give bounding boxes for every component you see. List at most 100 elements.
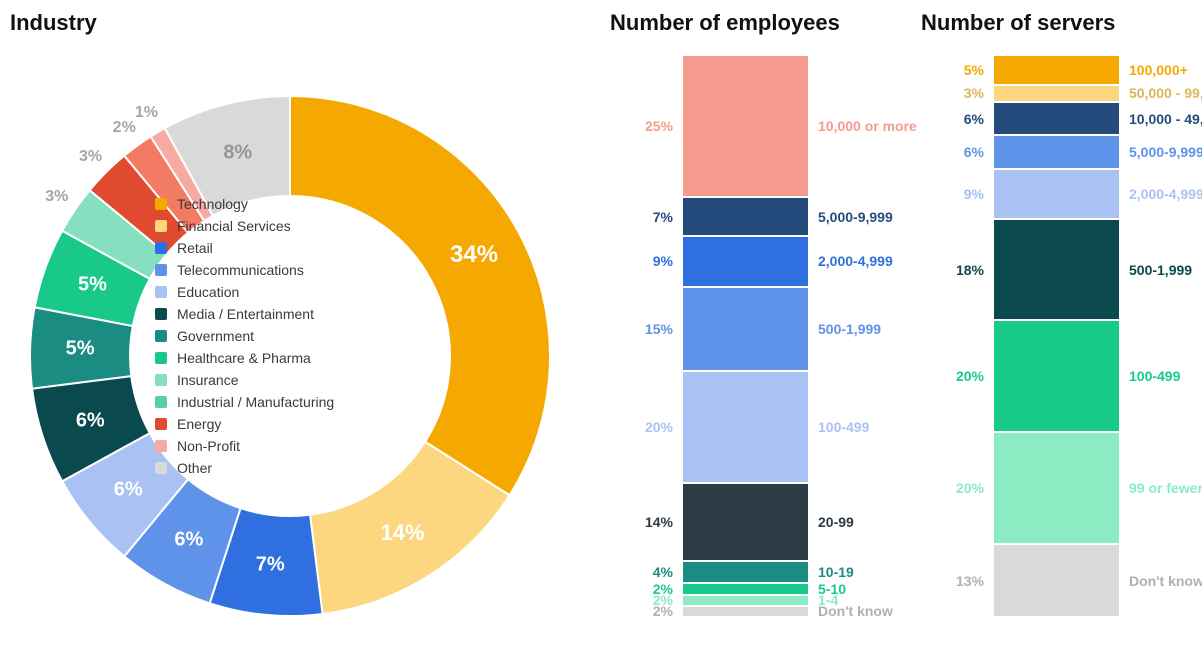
- stack-segment: 3%50,000 - 99,000: [994, 84, 1119, 101]
- legend-item: Non-Profit: [155, 435, 425, 457]
- legend-label: Financial Services: [177, 218, 291, 234]
- stack-segment-label: 2,000-4,999: [1119, 186, 1202, 202]
- legend-swatch: [155, 418, 167, 430]
- legend-swatch: [155, 352, 167, 364]
- legend-item: Energy: [155, 413, 425, 435]
- stack-segment-pct: 9%: [653, 253, 683, 269]
- legend-swatch: [155, 198, 167, 210]
- legend-item: Industrial / Manufacturing: [155, 391, 425, 413]
- stack-segment: 4%10-19: [683, 560, 808, 582]
- servers-title: Number of servers: [921, 10, 1192, 36]
- stack-segment-label: 500-1,999: [1119, 262, 1192, 278]
- stack-segment: 5%100,000+: [994, 56, 1119, 84]
- stack-segment: 20%100-499: [683, 370, 808, 482]
- stack-segment-label: Don't know: [808, 603, 893, 619]
- legend-label: Non-Profit: [177, 438, 240, 454]
- stack-segment-pct: 7%: [653, 209, 683, 225]
- stack-segment-pct: 3%: [964, 85, 994, 101]
- stack-segment: 20%100-499: [994, 319, 1119, 431]
- stack-segment: 15%500-1,999: [683, 286, 808, 370]
- legend-label: Education: [177, 284, 239, 300]
- stack-segment-pct: 4%: [653, 564, 683, 580]
- stack-segment-label: 5,000-9,999: [808, 209, 893, 225]
- stack-segment: 14%20-99: [683, 482, 808, 560]
- legend-item: Media / Entertainment: [155, 303, 425, 325]
- servers-stack: 5%100,000+3%50,000 - 99,0006%10,000 - 49…: [994, 56, 1119, 616]
- stack-segment-pct: 6%: [964, 144, 994, 160]
- stack-segment-pct: 6%: [964, 111, 994, 127]
- legend-label: Retail: [177, 240, 213, 256]
- stack-segment-label: 10-19: [808, 564, 854, 580]
- stack-segment-pct: 20%: [956, 480, 994, 496]
- stack-segment-pct: 9%: [964, 186, 994, 202]
- stack-segment: 18%500-1,999: [994, 218, 1119, 319]
- employees-stack: 25%10,000 or more7%5,000-9,9999%2,000-4,…: [683, 56, 808, 616]
- stack-segment-label: 500-1,999: [808, 321, 881, 337]
- stack-segment-label: 2,000-4,999: [808, 253, 893, 269]
- legend-label: Insurance: [177, 372, 238, 388]
- stack-segment-label: 99 or fewer: [1119, 480, 1202, 496]
- legend-label: Energy: [177, 416, 221, 432]
- legend-swatch: [155, 374, 167, 386]
- legend-item: Other: [155, 457, 425, 479]
- legend-item: Insurance: [155, 369, 425, 391]
- employees-chart: Number of employees 25%10,000 or more7%5…: [610, 10, 881, 616]
- legend-item: Education: [155, 281, 425, 303]
- stack-segment-pct: 13%: [956, 573, 994, 589]
- stack-segment: 7%5,000-9,999: [683, 196, 808, 235]
- industry-legend: Technology Financial Services Retail Teleco…: [155, 193, 425, 479]
- stack-segment-pct: 18%: [956, 262, 994, 278]
- legend-swatch: [155, 286, 167, 298]
- stack-segment: 2%Don't know: [683, 605, 808, 616]
- stack-segment: 9%2,000-4,999: [994, 168, 1119, 218]
- servers-chart: Number of servers 5%100,000+3%50,000 - 9…: [921, 10, 1192, 616]
- legend-swatch: [155, 220, 167, 232]
- legend-label: Government: [177, 328, 254, 344]
- stack-segment: 2%5-10: [683, 582, 808, 593]
- stack-segment-label: 10,000 - 49,000: [1119, 111, 1202, 127]
- legend-swatch: [155, 308, 167, 320]
- legend-label: Telecommunications: [177, 262, 304, 278]
- legend-swatch: [155, 330, 167, 342]
- stack-segment-pct: 20%: [645, 419, 683, 435]
- legend-label: Industrial / Manufacturing: [177, 394, 334, 410]
- stack-segment-pct: 5%: [964, 62, 994, 78]
- legend-item: Healthcare & Pharma: [155, 347, 425, 369]
- legend-item: Technology: [155, 193, 425, 215]
- stack-segment: 20%99 or fewer: [994, 431, 1119, 543]
- legend-label: Media / Entertainment: [177, 306, 314, 322]
- stack-segment: 25%10,000 or more: [683, 56, 808, 196]
- industry-title: Industry: [10, 10, 570, 36]
- legend-item: Government: [155, 325, 425, 347]
- legend-label: Healthcare & Pharma: [177, 350, 311, 366]
- legend-item: Telecommunications: [155, 259, 425, 281]
- stack-segment: 9%2,000-4,999: [683, 235, 808, 285]
- stack-segment-label: 10,000 or more: [808, 118, 917, 134]
- legend-swatch: [155, 242, 167, 254]
- stack-segment-label: 100-499: [808, 419, 869, 435]
- stack-segment-pct: 25%: [645, 118, 683, 134]
- stack-segment-label: 100,000+: [1119, 62, 1188, 78]
- stack-segment-label: 100-499: [1119, 368, 1180, 384]
- legend-swatch: [155, 462, 167, 474]
- legend-swatch: [155, 264, 167, 276]
- stack-segment: 2%1-4: [683, 594, 808, 605]
- stack-segment-label: Don't know: [1119, 573, 1202, 589]
- stack-segment-label: 50,000 - 99,000: [1119, 85, 1202, 101]
- stack-segment: 13%Don't know: [994, 543, 1119, 616]
- stack-segment-label: 5,000-9,999: [1119, 144, 1202, 160]
- legend-swatch: [155, 440, 167, 452]
- stack-segment: 6%5,000-9,999: [994, 134, 1119, 168]
- stack-segment-pct: 14%: [645, 514, 683, 530]
- stack-segment-pct: 15%: [645, 321, 683, 337]
- legend-label: Technology: [177, 196, 248, 212]
- legend-item: Financial Services: [155, 215, 425, 237]
- legend-swatch: [155, 396, 167, 408]
- stack-segment-pct: 20%: [956, 368, 994, 384]
- stack-segment-label: 20-99: [808, 514, 854, 530]
- stack-segment-pct: 2%: [653, 603, 683, 619]
- legend-label: Other: [177, 460, 212, 476]
- industry-chart: Industry Technology Financial Services Ret…: [10, 10, 570, 616]
- legend-item: Retail: [155, 237, 425, 259]
- employees-title: Number of employees: [610, 10, 881, 36]
